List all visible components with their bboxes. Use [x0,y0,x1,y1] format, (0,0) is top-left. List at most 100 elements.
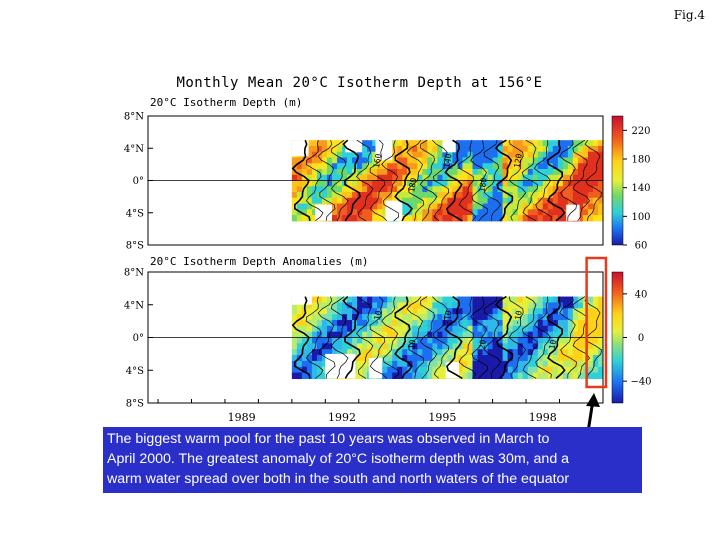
field-cell [462,151,469,159]
field-cell [557,314,564,321]
field-cell [442,319,449,327]
field-cell [507,308,514,315]
field-cell [557,349,564,356]
field-cell [387,337,393,344]
x-tick-label: 1992 [328,411,356,424]
field-cell [562,186,569,193]
field-cell [597,331,603,339]
field-cell [592,355,599,362]
field-cell [377,302,383,309]
field-cell [337,186,343,193]
field-cell [316,140,323,147]
field-cell [562,337,569,344]
field-cell [387,186,393,193]
field-cell [387,314,393,321]
field-cell [532,331,539,339]
field-cell [462,343,469,350]
field-cell [362,215,368,222]
field-cell [457,209,464,216]
field-cell [502,319,509,327]
field-cell [547,145,554,153]
field-cell [442,180,449,187]
field-cell [527,337,534,344]
field-cell [547,168,554,176]
field-cell [306,331,313,339]
field-cell [497,197,504,205]
field-cell [316,360,323,368]
field-cell [332,151,338,159]
field-cell [387,174,393,182]
field-cell [437,186,444,193]
field-cell [452,157,459,164]
field-cell [387,302,393,309]
field-cell [387,163,393,170]
missing-data [385,200,403,221]
field-cell [502,197,509,205]
field-cell [477,174,484,182]
field-cell [412,180,418,187]
field-cell [567,186,574,193]
field-cell [382,372,388,380]
field-cell [306,308,313,315]
field-cell [442,349,449,356]
field-cell [492,314,499,321]
caption-line: April 2000. The greatest anomaly of 20°C… [107,451,570,467]
field-cell [367,349,373,356]
field-cell [532,366,539,374]
field-cell [497,360,504,368]
field-cell [321,308,328,315]
field-cell [532,343,539,350]
field-cell [477,331,484,339]
field-cell [532,192,539,199]
field-cell [326,140,333,147]
field-cell [492,174,499,182]
field-cell [567,308,574,315]
field-cell [427,296,433,304]
field-cell [372,145,378,153]
field-cell [382,163,388,170]
field-cell [457,314,464,321]
field-cell [352,296,358,304]
field-cell [462,209,469,216]
field-cell [597,302,603,309]
field-cell [522,349,529,356]
field-cell [332,308,338,315]
field-cell [387,343,393,350]
field-cell [347,349,353,356]
field-cell [507,186,514,193]
field-cell [372,163,378,170]
field-cell [412,192,418,199]
field-cell [437,215,444,222]
field-cell [357,308,363,315]
field-cell [362,372,368,380]
field-cell [512,140,519,147]
field-cell [301,314,308,321]
field-cell [362,197,368,205]
field-cell [472,337,479,344]
field-cell [392,145,398,153]
field-cell [502,163,509,170]
contour-label: -10 [512,310,523,326]
field-cell [437,343,444,350]
field-cell [417,209,423,216]
field-cell [582,157,589,164]
field-cell [407,314,413,321]
field-cell [326,319,333,327]
field-cell [507,203,514,210]
field-cell [387,319,393,327]
field-cell [577,343,584,350]
field-cell [522,302,529,309]
field-cell [442,197,449,205]
field-cell [522,343,529,350]
field-cell [522,163,529,170]
field-cell [592,215,599,222]
field-cell [557,319,564,327]
field-cell [467,314,474,321]
field-cell [332,325,338,333]
field-cell [392,343,398,350]
field-cell [482,215,489,222]
field-cell [447,168,454,176]
field-cell [337,215,343,222]
field-cell [427,180,433,187]
